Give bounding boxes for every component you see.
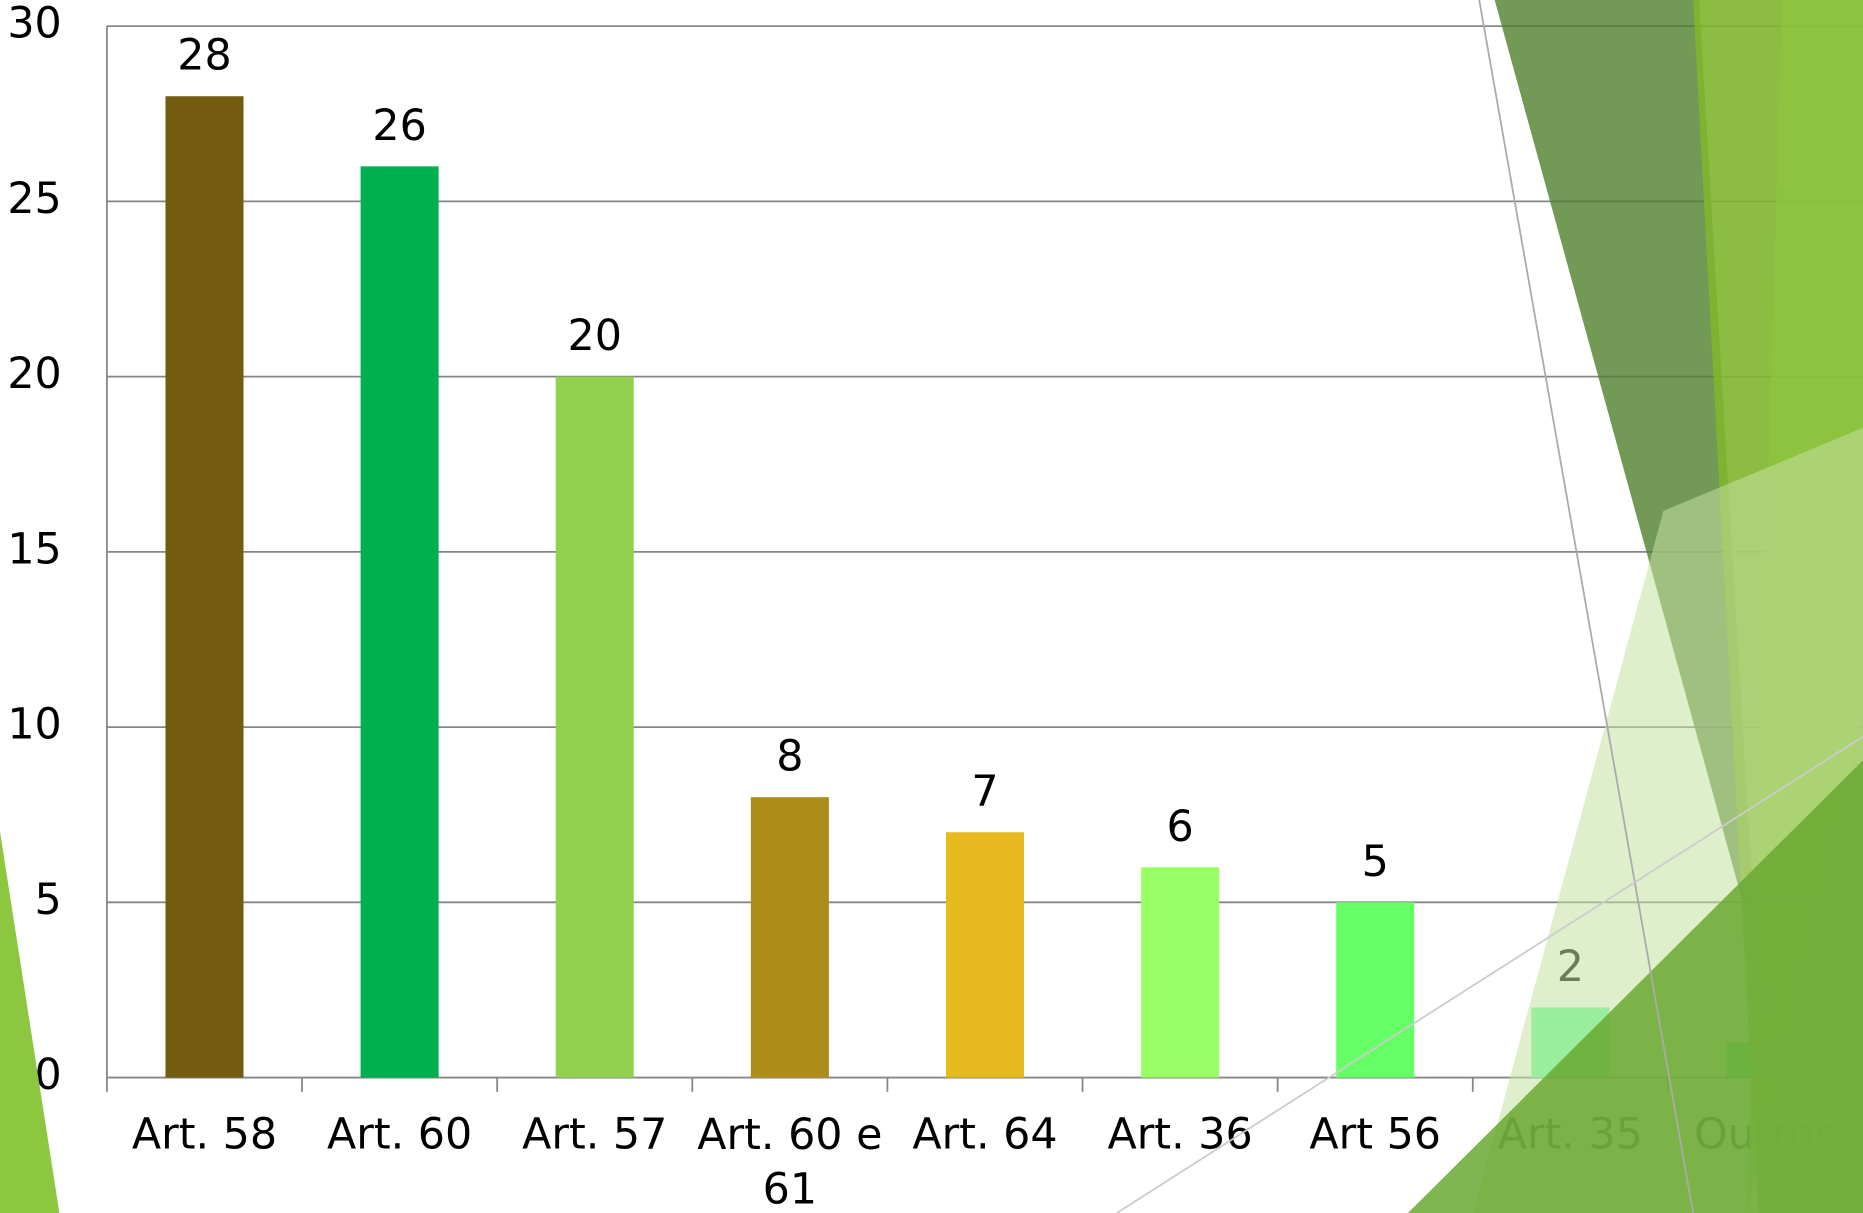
y-tick-label: 30 bbox=[7, 0, 61, 49]
x-tick-label: Art. 60 bbox=[327, 1109, 472, 1159]
x-tick-label: Art. 64 bbox=[912, 1109, 1057, 1159]
data-label: 20 bbox=[568, 311, 622, 361]
data-label: 28 bbox=[177, 31, 231, 81]
data-label: 6 bbox=[1166, 802, 1193, 852]
bar bbox=[1726, 1043, 1804, 1078]
y-tick-label: 25 bbox=[7, 174, 61, 224]
data-label: 1 bbox=[1752, 977, 1779, 1027]
x-tick-label: Art. 58 bbox=[132, 1109, 277, 1159]
data-label: 26 bbox=[372, 101, 426, 151]
bar bbox=[946, 832, 1024, 1077]
x-tick-label: Art 56 bbox=[1309, 1109, 1441, 1159]
y-tick-label: 15 bbox=[7, 524, 61, 574]
bar bbox=[1141, 867, 1219, 1077]
y-tick-label: 0 bbox=[35, 1050, 62, 1100]
bar bbox=[165, 96, 243, 1077]
data-label: 2 bbox=[1557, 942, 1584, 992]
x-tick-label: Art. 35 bbox=[1498, 1109, 1643, 1159]
x-tick-label: Outros bbox=[1694, 1109, 1837, 1159]
decor-shape bbox=[1747, 0, 1863, 1213]
y-tick-label: 20 bbox=[7, 349, 61, 399]
decor-shape bbox=[1693, 0, 1863, 1213]
bar bbox=[556, 377, 634, 1078]
x-tick-label: Art. 57 bbox=[522, 1109, 667, 1159]
bar bbox=[1336, 902, 1414, 1077]
bar bbox=[361, 166, 439, 1077]
chart: 051015202530Art. 5828Art. 6026Art. 5720A… bbox=[0, 0, 1863, 1213]
decor-shape bbox=[1473, 428, 1863, 1213]
data-label: 8 bbox=[776, 732, 803, 782]
y-tick-label: 5 bbox=[35, 875, 62, 925]
data-label: 7 bbox=[971, 767, 998, 817]
bar bbox=[1531, 1007, 1609, 1077]
data-label: 5 bbox=[1362, 837, 1389, 887]
decor-shape bbox=[1495, 0, 1756, 950]
bar bbox=[751, 797, 829, 1077]
y-tick-label: 10 bbox=[7, 700, 61, 750]
x-tick-label: Art. 36 bbox=[1107, 1109, 1252, 1159]
